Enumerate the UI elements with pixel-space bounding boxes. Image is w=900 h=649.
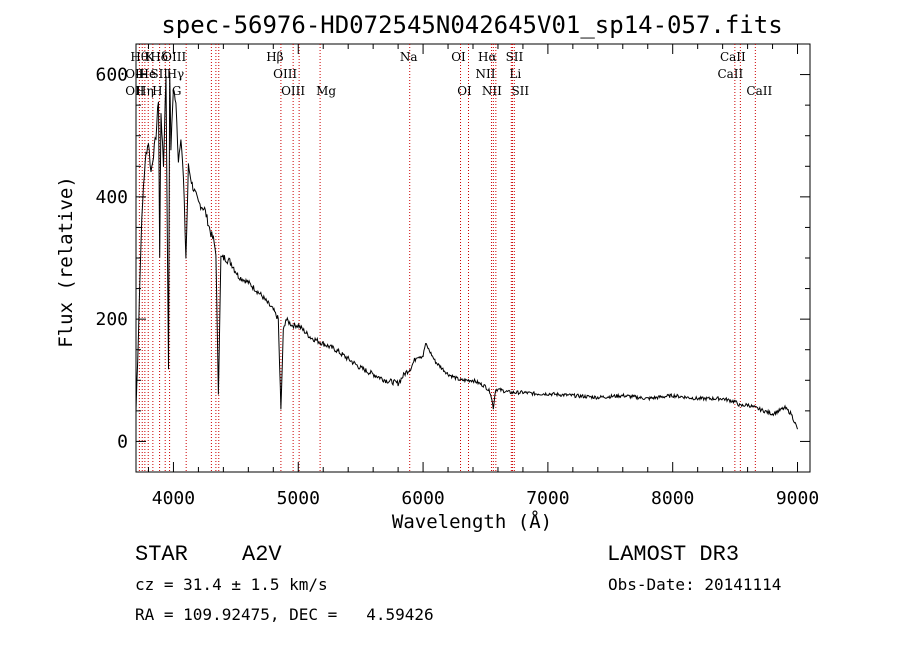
spectral-line-label: He (139, 67, 157, 81)
spectral-line-label: OIII (162, 50, 186, 64)
spectral-line-label: K (145, 50, 155, 64)
spectral-line-label: Hα (478, 50, 497, 64)
spectral-line-label: OIII (273, 67, 297, 81)
spectral-line-label: OI (451, 50, 466, 64)
spectral-line-label: CaII (717, 67, 743, 81)
spectral-line-label: Hγ (167, 67, 185, 81)
obs-date: Obs-Date: 20141114 (608, 575, 781, 594)
plot-frame (135, 43, 811, 473)
y-tick-label: 0 (117, 431, 128, 452)
spectral-line-label: OIII (281, 84, 305, 98)
y-tick-label: 200 (95, 309, 128, 330)
x-axis-label: Wavelength (Å) (392, 510, 552, 533)
spectral-line-label: Na (400, 50, 418, 64)
axis-ticks (136, 43, 810, 473)
survey-name: LAMOST DR3 (607, 542, 739, 567)
spectral-line-label: OII (125, 84, 145, 98)
spectral-line-label: Hδ (150, 50, 168, 64)
spectral-line-label: SII (150, 67, 168, 81)
coordinates: RA = 109.92475, DEC = 4.59426 (135, 605, 434, 624)
x-tick-label: 4000 (152, 488, 195, 509)
spectral-line-label: CaII (746, 84, 772, 98)
spectral-line-label: CaII (720, 50, 746, 64)
x-tick-label: 6000 (401, 488, 444, 509)
y-tick-label: 400 (95, 187, 128, 208)
chart-title: spec-56976-HD072545N042645V01_sp14-057.f… (161, 11, 782, 39)
y-axis-label: Flux (relative) (55, 176, 77, 348)
spectral-line-label: G (172, 84, 182, 98)
redshift-text: cz = 31.4 ± 1.5 km/s (135, 575, 328, 594)
object-subclass: A2V (242, 542, 282, 567)
spectral-line-label: SII (511, 84, 529, 98)
spectral-line-label: OII (125, 67, 145, 81)
spectral-line-label: Mg (316, 84, 336, 98)
x-tick-label: 8000 (651, 488, 694, 509)
axis-tick-labels: 4000 5000 6000 7000 8000 9000 0 200 400 600 (95, 65, 819, 509)
spectral-line-label: H (152, 84, 162, 98)
y-tick-label: 600 (95, 65, 128, 86)
x-tick-label: 7000 (526, 488, 569, 509)
spectral-line-label: NII (482, 84, 502, 98)
spectral-line-label: Li (509, 67, 521, 81)
x-tick-label: 5000 (277, 488, 320, 509)
spectral-line-label: Hβ (266, 50, 283, 64)
x-tick-label: 9000 (776, 488, 819, 509)
spectral-line-label: Hη (136, 84, 154, 98)
object-class: STAR (135, 542, 188, 567)
spectral-line-label: OI (457, 84, 472, 98)
spectral-line-label: Hθ (130, 50, 148, 64)
spectral-line-markers (138, 44, 756, 472)
spectral-line-label: SII (506, 50, 524, 64)
spectral-line-label: NII (475, 67, 495, 81)
spectrum-line (135, 72, 798, 430)
